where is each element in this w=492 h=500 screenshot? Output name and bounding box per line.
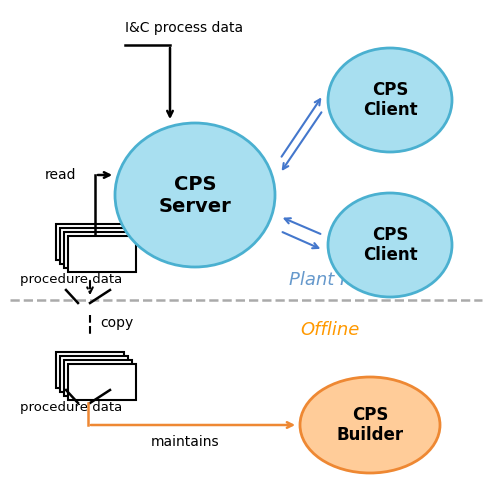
Ellipse shape xyxy=(328,193,452,297)
Text: CPS
Client: CPS Client xyxy=(363,226,417,264)
Text: procedure data: procedure data xyxy=(20,274,122,286)
Text: Offline: Offline xyxy=(300,321,360,339)
Bar xyxy=(56,224,124,260)
Text: I&C process data: I&C process data xyxy=(125,21,243,35)
Bar xyxy=(68,364,136,400)
Ellipse shape xyxy=(300,377,440,473)
Bar xyxy=(64,232,132,268)
Text: maintains: maintains xyxy=(151,435,219,449)
Text: CPS
Server: CPS Server xyxy=(158,174,231,216)
Ellipse shape xyxy=(115,123,275,267)
Text: copy: copy xyxy=(100,316,133,330)
Bar xyxy=(60,356,128,392)
Bar xyxy=(56,352,124,388)
Bar xyxy=(60,228,128,264)
Text: CPS
Client: CPS Client xyxy=(363,80,417,120)
Bar xyxy=(64,360,132,396)
Text: Plant I&C: Plant I&C xyxy=(289,271,371,289)
Text: CPS
Builder: CPS Builder xyxy=(337,406,403,444)
Text: read: read xyxy=(45,168,76,182)
Ellipse shape xyxy=(328,48,452,152)
Bar xyxy=(68,236,136,272)
Text: procedure data: procedure data xyxy=(20,400,122,413)
